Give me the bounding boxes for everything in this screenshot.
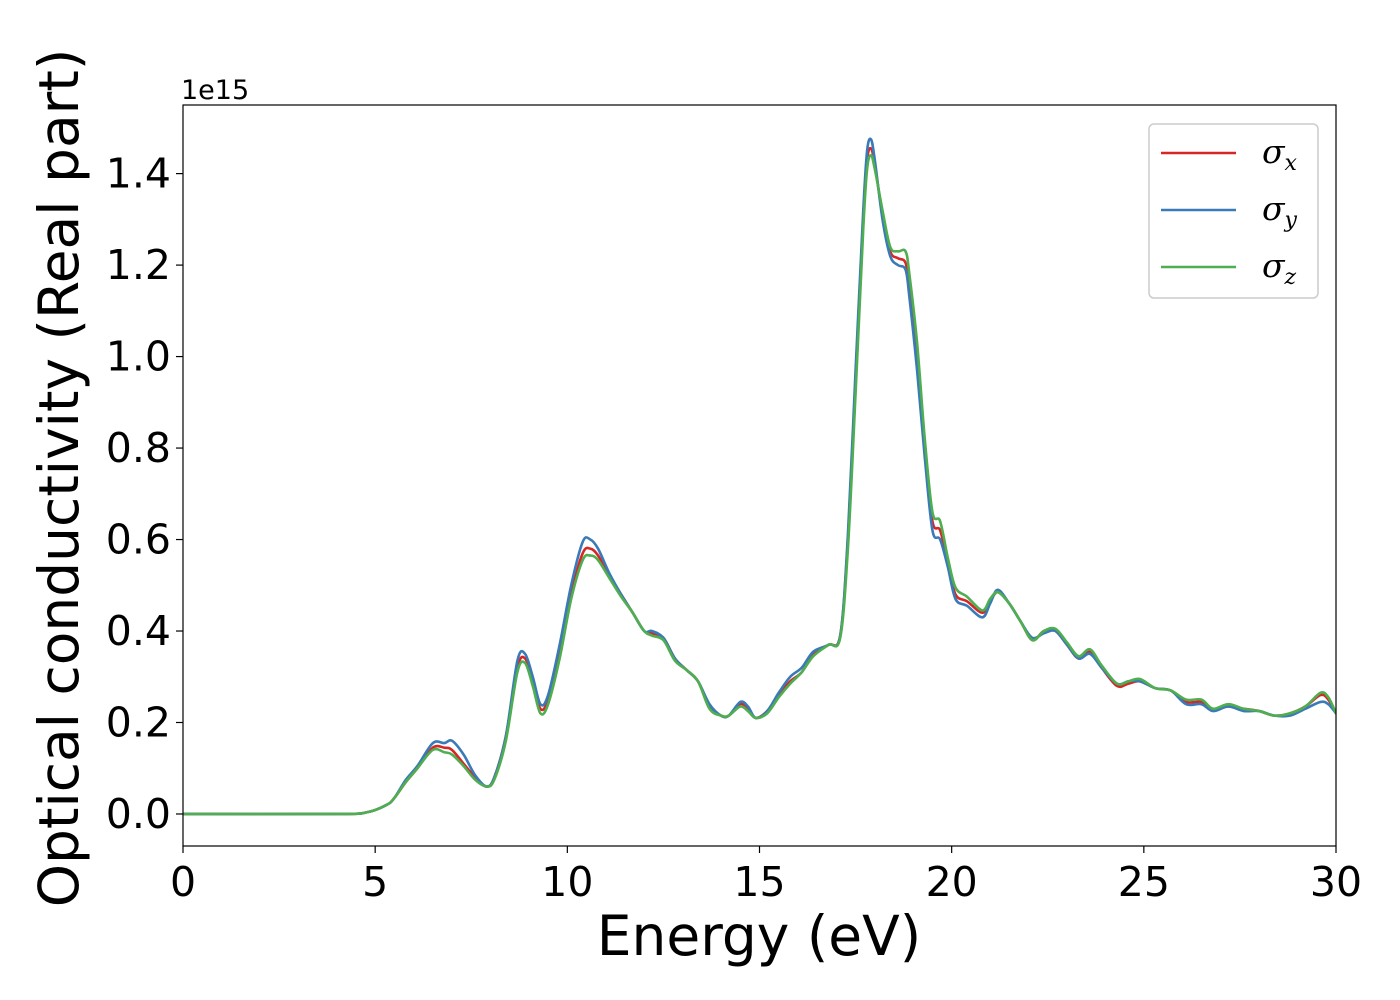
y-tick-label: 0.2 [106, 699, 171, 747]
x-tick-label: 0 [170, 858, 196, 906]
y-tick-label: 0.8 [106, 424, 171, 472]
y-tick-label: 1.4 [106, 150, 171, 198]
y-axis: 0.0 0.2 0.4 0.6 0.8 1.0 1.2 1.4 [106, 150, 183, 838]
x-tick-label: 5 [362, 858, 388, 906]
y-axis-label: Optical conductivity (Real part) [27, 49, 91, 908]
x-tick-label: 10 [541, 858, 593, 906]
y-tick-label: 1.0 [106, 333, 171, 381]
y-tick-label: 0.6 [106, 516, 171, 564]
x-axis: 0 5 10 15 20 25 30 [170, 846, 1362, 906]
y-tick-label: 0.0 [106, 790, 171, 838]
x-tick-label: 15 [733, 858, 785, 906]
series-layer [183, 137, 1336, 816]
x-tick-label: 30 [1310, 858, 1362, 906]
y-offset-label: 1e15 [181, 75, 249, 106]
x-tick-label: 25 [1118, 858, 1170, 906]
x-tick-label: 20 [926, 858, 978, 906]
y-tick-label: 1.2 [106, 241, 171, 289]
series-line-z [183, 154, 1336, 816]
y-tick-label: 0.4 [106, 607, 171, 655]
x-axis-label: Energy (eV) [597, 904, 921, 968]
